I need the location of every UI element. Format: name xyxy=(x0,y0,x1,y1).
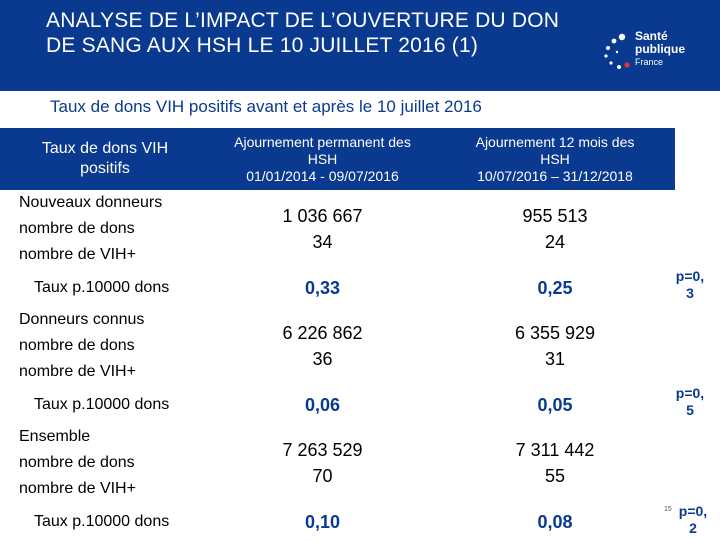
rate-after-value: 0,25 xyxy=(537,277,573,298)
rate-row: Taux p.10000 dons 0,33 0,25 xyxy=(0,268,675,307)
header-after-line2: HSH xyxy=(540,150,570,167)
header-cell-before: Ajournement permanent des HSH 01/01/2014… xyxy=(210,128,435,190)
p-value-line2: 3 xyxy=(686,285,694,301)
logo-text-line3: France xyxy=(635,57,664,67)
header-cell-after: Ajournement 12 mois des HSH 10/07/2016 –… xyxy=(435,128,675,190)
header-before-line3: 01/01/2014 - 09/07/2016 xyxy=(246,167,399,184)
header-rate-label: Taux de dons VIH positifs xyxy=(41,140,169,177)
vih-label: nombre de VIH+ xyxy=(19,480,136,497)
rate-after-value: 0,08 xyxy=(537,511,573,532)
before-dons-value: 6 226 862 xyxy=(282,323,363,343)
after-vih-value: 24 xyxy=(544,232,566,252)
after-vih-value: 31 xyxy=(544,349,566,369)
rate-row: Taux p.10000 dons 0,10 0,08 xyxy=(0,502,675,541)
logo-dots-icon xyxy=(604,33,630,69)
header-before-line2: HSH xyxy=(307,150,338,167)
rate-before-value: 0,33 xyxy=(304,277,341,298)
rate-after-value: 0,05 xyxy=(537,394,573,415)
p-value-all: p=0, 2 xyxy=(678,503,708,537)
data-table: Taux de dons VIH positifs Ajournement pe… xyxy=(0,128,675,541)
header-after-line3: 10/07/2016 – 31/12/2018 xyxy=(477,167,633,184)
header-after-line1: Ajournement 12 mois des xyxy=(475,133,635,150)
group-name: Ensemble xyxy=(19,428,91,445)
page-number: 15 xyxy=(664,506,672,513)
p-value-line2: 2 xyxy=(689,520,697,536)
p-value-line1: p=0, xyxy=(675,268,705,284)
p-value-line2: 5 xyxy=(686,402,694,418)
logo-text-line1: Santé xyxy=(635,29,668,43)
table-row: Donneurs connus nombre de dons nombre de… xyxy=(0,307,675,385)
header-cell-rate: Taux de dons VIH positifs xyxy=(0,128,210,190)
rate-label: Taux p.10000 dons xyxy=(34,278,170,296)
title-banner: ANALYSE DE L’IMPACT DE L’OUVERTURE DU DO… xyxy=(0,0,720,91)
p-value-line1: p=0, xyxy=(675,385,705,401)
after-vih-value: 55 xyxy=(544,466,566,486)
vih-label: nombre de VIH+ xyxy=(19,363,136,380)
subtitle: Taux de dons VIH positifs avant et après… xyxy=(50,97,482,116)
rate-label: Taux p.10000 dons xyxy=(34,395,170,413)
after-dons-value: 7 311 442 xyxy=(515,440,595,460)
p-value-line1: p=0, xyxy=(678,503,708,519)
table-row: Nouveaux donneurs nombre de dons nombre … xyxy=(0,190,675,268)
rate-before-value: 0,06 xyxy=(304,394,341,415)
table-row: Ensemble nombre de dons nombre de VIH+ 7… xyxy=(0,424,675,502)
vih-label: nombre de VIH+ xyxy=(19,246,136,263)
dons-label: nombre de dons xyxy=(19,454,135,471)
header-before-line1: Ajournement permanent des xyxy=(234,133,411,150)
rate-before-value: 0,10 xyxy=(304,511,341,532)
after-dons-value: 6 355 929 xyxy=(514,323,596,343)
sante-publique-france-logo: Santé publique France xyxy=(602,30,692,74)
before-vih-value: 34 xyxy=(312,232,333,252)
logo-text-line2: publique xyxy=(635,41,685,56)
before-vih-value: 36 xyxy=(312,349,333,369)
before-dons-value: 1 036 667 xyxy=(282,206,363,226)
slide-title: ANALYSE DE L’IMPACT DE L’OUVERTURE DU DO… xyxy=(46,9,560,57)
group-name: Donneurs connus xyxy=(19,311,145,328)
dons-label: nombre de dons xyxy=(19,337,135,354)
rate-row: Taux p.10000 dons 0,06 0,05 xyxy=(0,385,675,424)
p-value-known-donors: p=0, 5 xyxy=(675,385,705,419)
p-value-new-donors: p=0, 3 xyxy=(675,268,705,302)
group-name: Nouveaux donneurs xyxy=(19,194,163,211)
table-header-row: Taux de dons VIH positifs Ajournement pe… xyxy=(0,128,675,190)
dons-label: nombre de dons xyxy=(19,220,135,237)
before-vih-value: 70 xyxy=(312,466,333,486)
rate-label: Taux p.10000 dons xyxy=(34,512,170,530)
after-dons-value: 955 513 xyxy=(522,206,588,226)
before-dons-value: 7 263 529 xyxy=(282,440,363,460)
